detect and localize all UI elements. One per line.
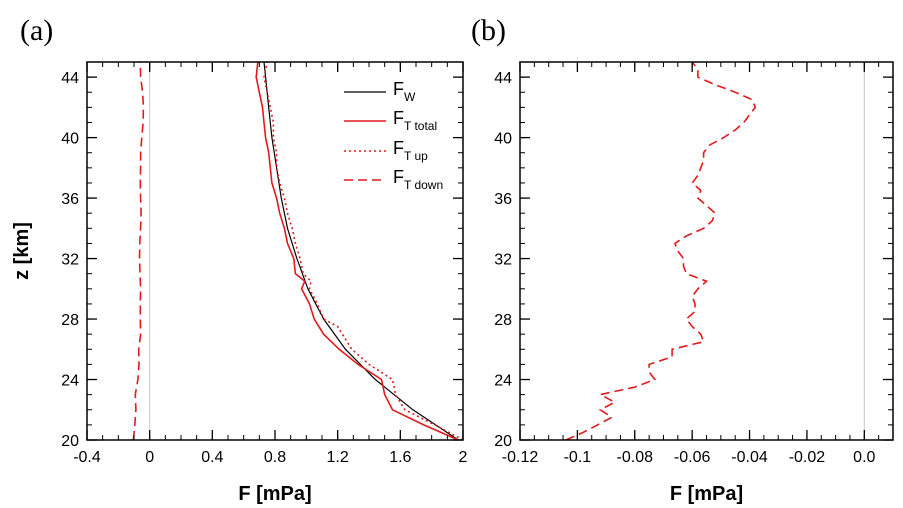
panel-label: (b) bbox=[471, 14, 506, 47]
panel-b: (b) -0.12 -0.1 -0.08 -0.06 -0.04 -0.02 0.0 20 24 2… bbox=[471, 14, 894, 505]
legend-label-main: F bbox=[393, 167, 404, 187]
y-axis-title: z [km] bbox=[11, 222, 33, 280]
x-tick-label: -0.12 bbox=[502, 449, 539, 466]
x-tick-label: -0.4 bbox=[73, 449, 101, 466]
x-tick-label: -0.06 bbox=[674, 449, 711, 466]
x-tick-label: 0.4 bbox=[201, 449, 223, 466]
series-group bbox=[565, 62, 757, 440]
x-tick-label: 0.8 bbox=[264, 449, 286, 466]
y-tick-label: 20 bbox=[61, 433, 79, 450]
legend-label-subscript: W bbox=[404, 90, 416, 104]
y-tick-label: 36 bbox=[61, 191, 79, 208]
legend-label: FW bbox=[393, 79, 416, 104]
y-tick-label: 28 bbox=[494, 312, 512, 329]
legend-label: FT down bbox=[393, 167, 443, 192]
plot-frame bbox=[519, 61, 894, 441]
series-line-f-t-up bbox=[263, 62, 463, 440]
legend-label: FT up bbox=[393, 138, 428, 163]
legend-label-subscript: T total bbox=[404, 119, 437, 133]
panel-label: (a) bbox=[20, 14, 53, 47]
x-tick-label: -0.08 bbox=[617, 449, 654, 466]
y-tick-label: 36 bbox=[494, 191, 512, 208]
legend-label-main: F bbox=[393, 138, 404, 158]
x-tick-label: -0.02 bbox=[789, 449, 826, 466]
x-axis-title: F [mPa] bbox=[238, 483, 311, 505]
y-tick-label: 40 bbox=[494, 131, 512, 148]
x-tick-label: 1.6 bbox=[389, 449, 411, 466]
x-tick-label: 1.2 bbox=[327, 449, 349, 466]
series-line-f-w bbox=[263, 62, 459, 440]
x-tick-label: 0 bbox=[145, 449, 154, 466]
x-tick-label: 2 bbox=[459, 449, 468, 466]
legend-label-subscript: T up bbox=[404, 149, 428, 163]
y-tick-label: 20 bbox=[494, 433, 512, 450]
series-line-f-t-down bbox=[132, 62, 145, 440]
series-group bbox=[132, 62, 463, 440]
y-tick-label: 32 bbox=[494, 252, 512, 269]
y-tick-label: 24 bbox=[494, 373, 512, 390]
y-tick-label: 32 bbox=[61, 252, 79, 269]
legend-label-main: F bbox=[393, 108, 404, 128]
plot-frame bbox=[86, 61, 464, 441]
y-tick-label: 44 bbox=[61, 70, 79, 87]
x-tick-label: -0.1 bbox=[564, 449, 592, 466]
y-tick-label: 24 bbox=[61, 373, 79, 390]
series-line-f-t-total bbox=[255, 62, 459, 440]
y-tick-label: 44 bbox=[494, 70, 512, 87]
y-tick-label: 40 bbox=[61, 131, 79, 148]
x-tick-label: -0.04 bbox=[731, 449, 768, 466]
x-tick-label: 0.0 bbox=[853, 449, 875, 466]
legend-label-main: F bbox=[393, 79, 404, 99]
x-axis-title: F [mPa] bbox=[670, 483, 743, 505]
panel-a: (a) -0.4 0 0.4 0.8 1.2 1.6 2 20 24 28 32 36 40 44 F [mP… bbox=[11, 14, 468, 505]
y-tick-label: 28 bbox=[61, 312, 79, 329]
legend-label: FT total bbox=[393, 108, 437, 133]
legend-label-subscript: T down bbox=[404, 178, 443, 192]
series-line-f-t-down bbox=[565, 62, 757, 440]
